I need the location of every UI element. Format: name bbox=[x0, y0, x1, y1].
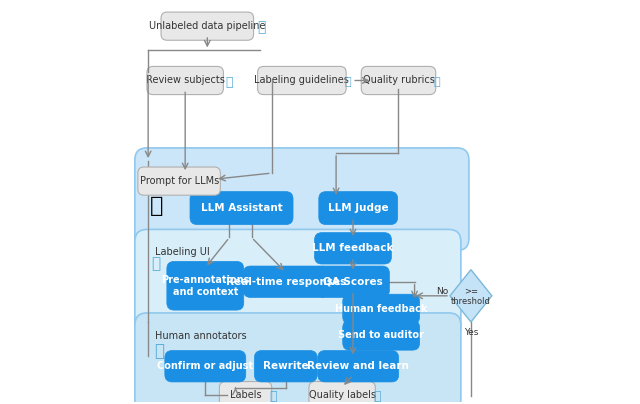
Text: No: No bbox=[436, 287, 449, 296]
Text: 📟: 📟 bbox=[433, 77, 440, 87]
Text: 📱: 📱 bbox=[345, 77, 351, 87]
Text: Unlabeled data pipeline: Unlabeled data pipeline bbox=[149, 21, 266, 31]
Text: Labeling guidelines: Labeling guidelines bbox=[255, 76, 349, 86]
FancyBboxPatch shape bbox=[147, 66, 223, 95]
FancyBboxPatch shape bbox=[319, 191, 397, 225]
FancyBboxPatch shape bbox=[343, 294, 420, 324]
Text: Review and learn: Review and learn bbox=[307, 361, 409, 371]
FancyBboxPatch shape bbox=[190, 191, 293, 225]
Text: QA Scores: QA Scores bbox=[323, 277, 383, 287]
Text: LLM feedback: LLM feedback bbox=[312, 243, 394, 253]
FancyBboxPatch shape bbox=[220, 381, 272, 404]
Text: LLM Judge: LLM Judge bbox=[328, 203, 388, 213]
FancyBboxPatch shape bbox=[135, 229, 461, 338]
FancyBboxPatch shape bbox=[254, 351, 317, 382]
Text: Labels: Labels bbox=[230, 390, 261, 400]
FancyBboxPatch shape bbox=[318, 351, 399, 382]
Text: Confirm or adjust: Confirm or adjust bbox=[157, 361, 253, 371]
Text: Review subjects: Review subjects bbox=[146, 76, 225, 86]
Text: 🗄: 🗄 bbox=[374, 389, 381, 402]
FancyBboxPatch shape bbox=[317, 266, 389, 297]
FancyBboxPatch shape bbox=[135, 313, 461, 404]
FancyBboxPatch shape bbox=[258, 66, 346, 95]
Text: 🗄: 🗄 bbox=[257, 20, 266, 34]
Text: Quality labels: Quality labels bbox=[308, 390, 376, 400]
FancyBboxPatch shape bbox=[309, 381, 375, 404]
Text: 🖥: 🖥 bbox=[151, 256, 161, 271]
FancyBboxPatch shape bbox=[315, 233, 392, 264]
Text: >=
threshold: >= threshold bbox=[451, 286, 491, 305]
Text: Yes: Yes bbox=[464, 328, 478, 337]
Text: LLM Assistant: LLM Assistant bbox=[201, 203, 282, 213]
Text: Pre-annotations
and context: Pre-annotations and context bbox=[161, 275, 250, 297]
Text: Real-time responses: Real-time responses bbox=[226, 277, 346, 287]
Text: 👤: 👤 bbox=[154, 342, 164, 360]
FancyBboxPatch shape bbox=[167, 261, 244, 310]
Polygon shape bbox=[450, 269, 492, 322]
Text: Rewrite: Rewrite bbox=[263, 361, 308, 371]
Text: Labeling UI: Labeling UI bbox=[155, 246, 210, 257]
Text: Quality rubrics: Quality rubrics bbox=[362, 76, 435, 86]
Text: 🖥: 🖥 bbox=[226, 76, 233, 89]
Text: 🗄: 🗄 bbox=[269, 389, 276, 402]
FancyBboxPatch shape bbox=[361, 66, 436, 95]
Text: Send to auditor: Send to auditor bbox=[338, 330, 424, 340]
FancyBboxPatch shape bbox=[243, 266, 328, 297]
FancyBboxPatch shape bbox=[138, 167, 220, 195]
Text: Human feedback: Human feedback bbox=[335, 304, 428, 314]
Text: Prompt for LLMs: Prompt for LLMs bbox=[140, 176, 219, 186]
Text: Human annotators: Human annotators bbox=[155, 331, 246, 341]
FancyBboxPatch shape bbox=[161, 12, 253, 40]
FancyBboxPatch shape bbox=[135, 148, 469, 250]
FancyBboxPatch shape bbox=[343, 320, 420, 350]
Text: 🤖: 🤖 bbox=[150, 196, 164, 216]
FancyBboxPatch shape bbox=[165, 351, 246, 382]
